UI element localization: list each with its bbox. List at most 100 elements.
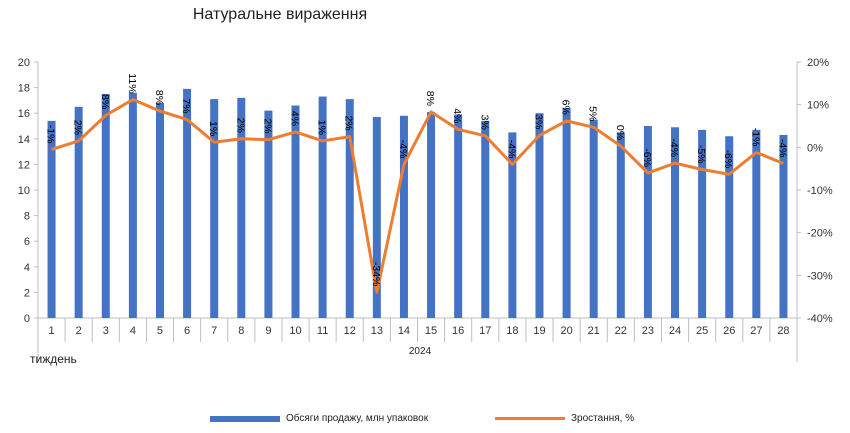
data-label: 2% <box>343 115 355 130</box>
growth-line <box>51 98 785 294</box>
data-label: 4% <box>289 111 301 126</box>
bar <box>698 129 707 318</box>
x-tick-label: 12 <box>344 325 356 337</box>
data-label: 2% <box>261 118 273 133</box>
bar <box>372 117 381 318</box>
data-label: 2% <box>72 120 84 135</box>
y-right-tick-label: -40% <box>807 313 833 325</box>
y-right-tick-label: -10% <box>807 185 833 197</box>
y-left-tick-label: 14 <box>18 134 30 146</box>
y-right-tick-label: -30% <box>807 270 833 282</box>
legend-label-line: Зростання, % <box>571 413 635 424</box>
x-tick-label: 11 <box>317 325 328 337</box>
data-label: 11% <box>126 73 138 93</box>
x-tick-label: 27 <box>750 325 762 337</box>
bar <box>427 111 436 318</box>
y-left-tick-label: 6 <box>24 236 30 248</box>
y-right-tick-label: 20% <box>807 57 829 69</box>
bar <box>616 132 625 318</box>
data-label: -5% <box>695 145 707 164</box>
bar <box>318 96 327 318</box>
data-label: 7% <box>180 98 192 113</box>
x-tick-label: 8 <box>238 325 244 337</box>
data-label: 1% <box>207 121 219 136</box>
legend-label-bars: Обсяги продажу, млн упаковок <box>286 413 429 424</box>
data-label: 3% <box>532 114 544 129</box>
x-axis-title: тиждень <box>30 352 77 366</box>
bar <box>643 126 652 318</box>
bar <box>345 99 354 319</box>
bar <box>291 105 300 319</box>
bar <box>399 115 408 318</box>
y-left-tick-label: 8 <box>24 211 30 223</box>
x-tick-label: 14 <box>398 325 410 337</box>
data-label: -4% <box>776 139 788 158</box>
x-tick-label: 21 <box>588 325 600 337</box>
bar <box>454 114 463 318</box>
data-label: -4% <box>505 140 517 159</box>
bar <box>128 92 137 318</box>
data-label: 1% <box>316 120 328 135</box>
bar <box>671 127 680 318</box>
data-label: -4% <box>668 138 680 157</box>
y-left-tick-label: 2 <box>24 287 30 299</box>
x-tick-label: 9 <box>265 325 271 337</box>
x-tick-label: 20 <box>560 325 572 337</box>
x-tick-label: 3 <box>103 325 109 337</box>
x-tick-label: 7 <box>211 325 217 337</box>
data-label: 8% <box>424 91 436 106</box>
y-left-tick-label: 4 <box>24 262 30 274</box>
bar <box>589 119 598 318</box>
data-label: 2% <box>234 118 246 133</box>
data-label: 0% <box>614 125 626 140</box>
x-group-label: 2024 <box>408 346 432 357</box>
data-label: 8% <box>153 90 165 105</box>
bar <box>183 88 192 318</box>
x-tick-label: 10 <box>289 325 301 337</box>
bar <box>562 108 571 318</box>
bar <box>237 97 246 318</box>
bar <box>155 102 164 319</box>
x-tick-label: 13 <box>371 325 383 337</box>
legend-item-bars: Обсяги продажу, млн упаковок <box>210 413 428 424</box>
data-label: 4% <box>451 108 463 123</box>
x-tick-label: 6 <box>184 325 190 337</box>
y-left-tick-label: 18 <box>18 83 30 95</box>
data-label: 5% <box>587 106 599 121</box>
bar <box>264 110 273 318</box>
data-label: 8% <box>99 94 111 109</box>
bar <box>481 120 490 318</box>
data-label: -34% <box>370 262 382 287</box>
x-tick-label: 23 <box>642 325 654 337</box>
y-left-tick-label: 10 <box>18 185 30 197</box>
x-tick-label: 24 <box>669 325 681 337</box>
data-label: -1% <box>45 125 57 144</box>
y-left-tick-label: 0 <box>24 313 30 325</box>
data-label: -6% <box>641 148 653 167</box>
y-left-tick-label: 16 <box>18 108 30 120</box>
data-label: -4% <box>397 140 409 159</box>
x-tick-label: 5 <box>157 325 163 337</box>
bar <box>47 120 56 318</box>
x-tick-label: 16 <box>452 325 464 337</box>
y-left-tick-label: 20 <box>18 57 30 69</box>
x-tick-label: 2 <box>76 325 82 337</box>
chart-title: Натуральне вираження <box>192 6 368 23</box>
bar <box>508 132 517 318</box>
x-tick-label: 15 <box>425 325 437 337</box>
y-right-tick-label: 0% <box>807 142 823 154</box>
x-tick-label: 22 <box>615 325 627 337</box>
bar <box>752 129 761 318</box>
legend-item-line: Зростання, % <box>495 413 634 424</box>
y-left-tick-label: 12 <box>18 159 30 171</box>
x-tick-label: 1 <box>48 325 54 337</box>
y-right-tick-label: 10% <box>807 100 829 112</box>
bar <box>74 106 83 318</box>
data-label: -6% <box>722 150 734 169</box>
data-label: 6% <box>560 100 572 115</box>
x-tick-label: 19 <box>533 325 545 337</box>
bar <box>210 99 219 319</box>
data-label: -1% <box>749 128 761 147</box>
bar <box>725 136 734 318</box>
